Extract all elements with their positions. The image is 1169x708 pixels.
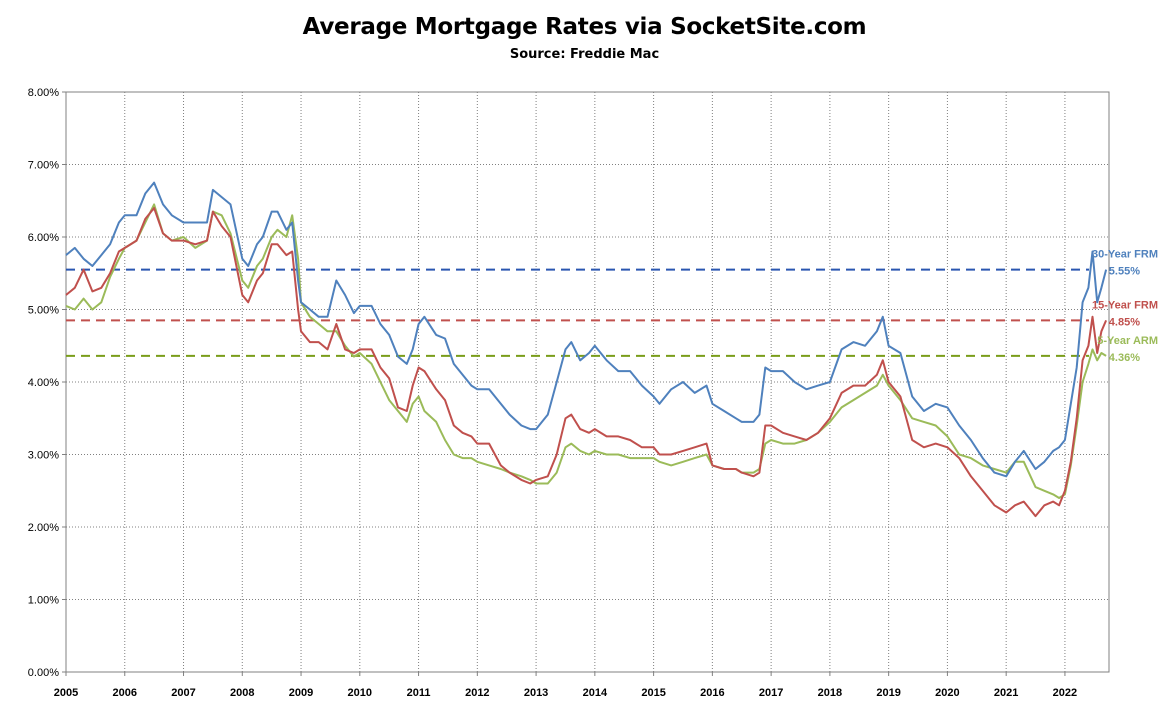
series-name-label: 30-Year FRM: [1092, 249, 1158, 261]
x-tick-label: 2013: [524, 687, 548, 699]
x-tick-label: 2008: [230, 687, 254, 699]
x-tick-label: 2015: [641, 687, 665, 699]
gridlines: [66, 92, 1109, 672]
series-line: [65, 203, 1107, 499]
x-tick-label: 2016: [700, 687, 724, 699]
plot-area: [65, 91, 1110, 673]
series-value-label: 5.55%: [1109, 266, 1140, 278]
x-tick-label: 2007: [171, 687, 195, 699]
series-labels: 30-Year FRM 5.55% 15-Year FRM 4.85% 5-Year A…: [1092, 249, 1158, 364]
y-tick-label: 3.00%: [28, 450, 59, 462]
x-tick-label: 2020: [935, 687, 959, 699]
x-tick-label: 2012: [465, 687, 489, 699]
series-line: [65, 207, 1108, 518]
y-axis-ticks: 0.00% 1.00% 2.00% 3.00% 4.00% 5.00% 6.00% 7.00%…: [28, 87, 66, 679]
y-tick-label: 2.00%: [28, 522, 59, 534]
series-line: [65, 181, 1108, 478]
y-tick-label: 8.00%: [28, 87, 59, 99]
series-value-label: 4.85%: [1109, 316, 1140, 328]
x-axis-ticks: 2005 2006 2007 2008 2009 2010 2011 2012 2013 2014…: [54, 672, 1077, 699]
x-tick-label: 2019: [876, 687, 900, 699]
series-name-label: 15-Year FRM: [1092, 299, 1158, 311]
y-tick-label: 0.00%: [28, 667, 59, 679]
x-tick-label: 2006: [113, 687, 137, 699]
x-tick-label: 2005: [54, 687, 78, 699]
x-tick-label: 2021: [994, 687, 1018, 699]
y-tick-label: 5.00%: [28, 305, 59, 317]
y-tick-label: 6.00%: [28, 232, 59, 244]
series-lines: [65, 181, 1108, 518]
series-value-label: 4.36%: [1109, 352, 1140, 364]
chart-title: Average Mortgage Rates via SocketSite.co…: [302, 14, 867, 40]
y-tick-label: 7.00%: [28, 160, 59, 172]
x-tick-label: 2014: [583, 687, 608, 699]
chart-subtitle: Source: Freddie Mac: [509, 47, 660, 62]
x-tick-label: 2011: [407, 687, 431, 699]
x-tick-label: 2010: [348, 687, 372, 699]
x-tick-label: 2017: [759, 687, 783, 699]
x-tick-label: 2009: [289, 687, 313, 699]
series-name-label: 5-Year ARM: [1097, 335, 1158, 347]
x-tick-label: 2022: [1053, 687, 1077, 699]
y-tick-label: 1.00%: [28, 595, 59, 607]
y-tick-label: 4.00%: [28, 377, 59, 389]
x-tick-label: 2018: [818, 687, 842, 699]
